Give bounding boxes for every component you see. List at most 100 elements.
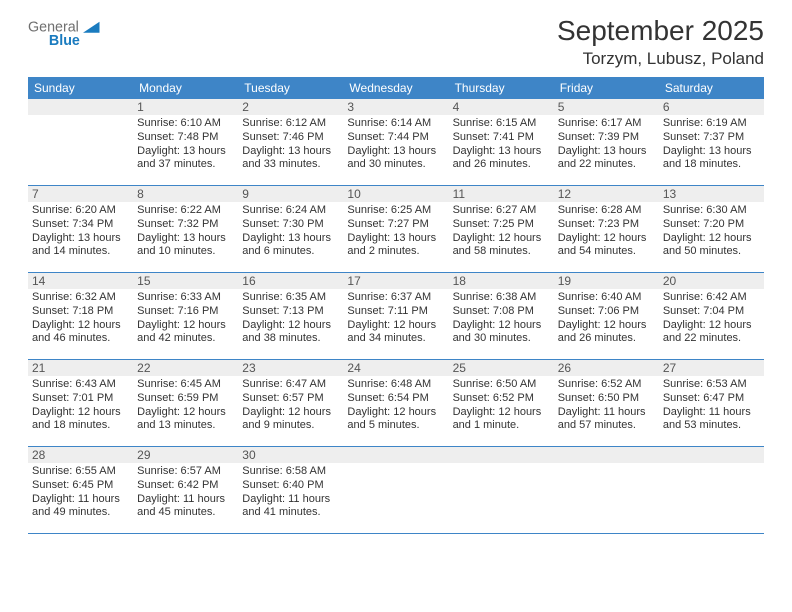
day-number: 6	[659, 99, 764, 115]
day-header: Sunday	[28, 77, 133, 99]
day-cell: 22Sunrise: 6:45 AMSunset: 6:59 PMDayligh…	[133, 360, 238, 446]
sunset-text: Sunset: 7:41 PM	[453, 131, 550, 145]
day-cell: 11Sunrise: 6:27 AMSunset: 7:25 PMDayligh…	[449, 186, 554, 272]
sunrise-text: Sunrise: 6:47 AM	[242, 378, 339, 392]
day-cell: 10Sunrise: 6:25 AMSunset: 7:27 PMDayligh…	[343, 186, 448, 272]
day-header: Tuesday	[238, 77, 343, 99]
day-cell: 6Sunrise: 6:19 AMSunset: 7:37 PMDaylight…	[659, 99, 764, 185]
day-content: Sunrise: 6:55 AMSunset: 6:45 PMDaylight:…	[28, 463, 133, 524]
sunset-text: Sunset: 6:59 PM	[137, 392, 234, 406]
sunrise-text: Sunrise: 6:42 AM	[663, 291, 760, 305]
daylight-text: Daylight: 13 hours and 14 minutes.	[32, 232, 129, 260]
day-header: Monday	[133, 77, 238, 99]
daylight-text: Daylight: 12 hours and 42 minutes.	[137, 319, 234, 347]
day-header: Wednesday	[343, 77, 448, 99]
sunrise-text: Sunrise: 6:33 AM	[137, 291, 234, 305]
day-content: Sunrise: 6:32 AMSunset: 7:18 PMDaylight:…	[28, 289, 133, 350]
day-number: 4	[449, 99, 554, 115]
day-content: Sunrise: 6:17 AMSunset: 7:39 PMDaylight:…	[554, 115, 659, 176]
day-headers-row: Sunday Monday Tuesday Wednesday Thursday…	[28, 77, 764, 99]
sunrise-text: Sunrise: 6:24 AM	[242, 204, 339, 218]
daylight-text: Daylight: 13 hours and 37 minutes.	[137, 145, 234, 173]
sunset-text: Sunset: 7:04 PM	[663, 305, 760, 319]
week-row: 14Sunrise: 6:32 AMSunset: 7:18 PMDayligh…	[28, 273, 764, 360]
sunrise-text: Sunrise: 6:57 AM	[137, 465, 234, 479]
day-number: 22	[133, 360, 238, 376]
daylight-text: Daylight: 11 hours and 53 minutes.	[663, 406, 760, 434]
day-cell: 16Sunrise: 6:35 AMSunset: 7:13 PMDayligh…	[238, 273, 343, 359]
day-content: Sunrise: 6:35 AMSunset: 7:13 PMDaylight:…	[238, 289, 343, 350]
sunset-text: Sunset: 7:08 PM	[453, 305, 550, 319]
day-content: Sunrise: 6:30 AMSunset: 7:20 PMDaylight:…	[659, 202, 764, 263]
day-cell: 9Sunrise: 6:24 AMSunset: 7:30 PMDaylight…	[238, 186, 343, 272]
sunrise-text: Sunrise: 6:19 AM	[663, 117, 760, 131]
day-cell: 30Sunrise: 6:58 AMSunset: 6:40 PMDayligh…	[238, 447, 343, 533]
daylight-text: Daylight: 12 hours and 30 minutes.	[453, 319, 550, 347]
day-cell: 18Sunrise: 6:38 AMSunset: 7:08 PMDayligh…	[449, 273, 554, 359]
daylight-text: Daylight: 11 hours and 45 minutes.	[137, 493, 234, 521]
day-cell: 23Sunrise: 6:47 AMSunset: 6:57 PMDayligh…	[238, 360, 343, 446]
day-content: Sunrise: 6:14 AMSunset: 7:44 PMDaylight:…	[343, 115, 448, 176]
weeks-container: 1Sunrise: 6:10 AMSunset: 7:48 PMDaylight…	[28, 99, 764, 534]
day-content: Sunrise: 6:48 AMSunset: 6:54 PMDaylight:…	[343, 376, 448, 437]
day-content: Sunrise: 6:22 AMSunset: 7:32 PMDaylight:…	[133, 202, 238, 263]
day-number: 28	[28, 447, 133, 463]
day-cell: 25Sunrise: 6:50 AMSunset: 6:52 PMDayligh…	[449, 360, 554, 446]
day-number: 17	[343, 273, 448, 289]
day-number: 7	[28, 186, 133, 202]
sunrise-text: Sunrise: 6:55 AM	[32, 465, 129, 479]
day-cell: 5Sunrise: 6:17 AMSunset: 7:39 PMDaylight…	[554, 99, 659, 185]
daylight-text: Daylight: 13 hours and 26 minutes.	[453, 145, 550, 173]
day-cell	[554, 447, 659, 533]
day-cell	[28, 99, 133, 185]
day-content: Sunrise: 6:50 AMSunset: 6:52 PMDaylight:…	[449, 376, 554, 437]
day-content: Sunrise: 6:52 AMSunset: 6:50 PMDaylight:…	[554, 376, 659, 437]
sunrise-text: Sunrise: 6:30 AM	[663, 204, 760, 218]
sunrise-text: Sunrise: 6:52 AM	[558, 378, 655, 392]
day-cell: 1Sunrise: 6:10 AMSunset: 7:48 PMDaylight…	[133, 99, 238, 185]
day-number: 11	[449, 186, 554, 202]
day-number: 1	[133, 99, 238, 115]
sunset-text: Sunset: 7:13 PM	[242, 305, 339, 319]
day-content: Sunrise: 6:12 AMSunset: 7:46 PMDaylight:…	[238, 115, 343, 176]
sunrise-text: Sunrise: 6:20 AM	[32, 204, 129, 218]
day-number: 23	[238, 360, 343, 376]
day-content: Sunrise: 6:24 AMSunset: 7:30 PMDaylight:…	[238, 202, 343, 263]
day-number: 30	[238, 447, 343, 463]
day-number: 25	[449, 360, 554, 376]
day-header: Saturday	[659, 77, 764, 99]
daylight-text: Daylight: 12 hours and 9 minutes.	[242, 406, 339, 434]
daylight-text: Daylight: 13 hours and 10 minutes.	[137, 232, 234, 260]
sunrise-text: Sunrise: 6:35 AM	[242, 291, 339, 305]
day-number: 8	[133, 186, 238, 202]
logo-triangle-icon	[83, 22, 100, 33]
day-cell: 26Sunrise: 6:52 AMSunset: 6:50 PMDayligh…	[554, 360, 659, 446]
sunset-text: Sunset: 7:20 PM	[663, 218, 760, 232]
sunset-text: Sunset: 7:06 PM	[558, 305, 655, 319]
day-content: Sunrise: 6:57 AMSunset: 6:42 PMDaylight:…	[133, 463, 238, 524]
day-cell: 17Sunrise: 6:37 AMSunset: 7:11 PMDayligh…	[343, 273, 448, 359]
page-header: General Blue September 2025 Torzym, Lubu…	[0, 0, 792, 77]
day-number: 21	[28, 360, 133, 376]
daylight-text: Daylight: 13 hours and 33 minutes.	[242, 145, 339, 173]
daylight-text: Daylight: 12 hours and 18 minutes.	[32, 406, 129, 434]
sunrise-text: Sunrise: 6:45 AM	[137, 378, 234, 392]
day-number: 12	[554, 186, 659, 202]
day-cell: 27Sunrise: 6:53 AMSunset: 6:47 PMDayligh…	[659, 360, 764, 446]
day-cell: 2Sunrise: 6:12 AMSunset: 7:46 PMDaylight…	[238, 99, 343, 185]
day-number: 13	[659, 186, 764, 202]
sunset-text: Sunset: 7:46 PM	[242, 131, 339, 145]
sunrise-text: Sunrise: 6:22 AM	[137, 204, 234, 218]
sunset-text: Sunset: 7:39 PM	[558, 131, 655, 145]
sunset-text: Sunset: 7:25 PM	[453, 218, 550, 232]
daylight-text: Daylight: 12 hours and 50 minutes.	[663, 232, 760, 260]
day-cell: 7Sunrise: 6:20 AMSunset: 7:34 PMDaylight…	[28, 186, 133, 272]
day-cell: 12Sunrise: 6:28 AMSunset: 7:23 PMDayligh…	[554, 186, 659, 272]
day-number: 2	[238, 99, 343, 115]
sunrise-text: Sunrise: 6:50 AM	[453, 378, 550, 392]
week-row: 7Sunrise: 6:20 AMSunset: 7:34 PMDaylight…	[28, 186, 764, 273]
sunrise-text: Sunrise: 6:15 AM	[453, 117, 550, 131]
day-number	[28, 99, 133, 115]
day-cell: 4 Sunrise: 6:15 AMSunset: 7:41 PMDaylight…	[449, 99, 554, 185]
day-content: Sunrise: 6:25 AMSunset: 7:27 PMDaylight:…	[343, 202, 448, 263]
